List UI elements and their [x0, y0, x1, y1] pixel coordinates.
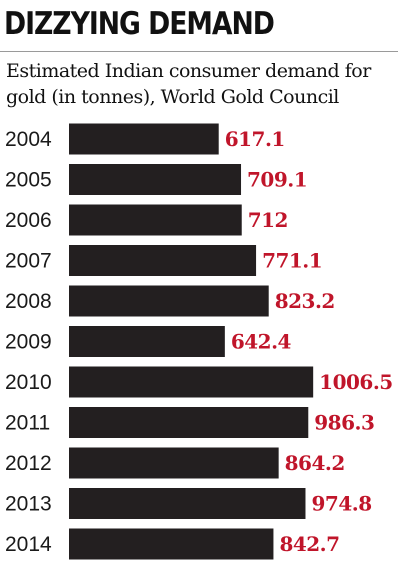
value-label: 986.3 [314, 411, 374, 435]
bar-2004 [69, 123, 219, 155]
bar-2006 [69, 204, 242, 236]
value-label: 974.8 [311, 492, 371, 516]
value-label: 712 [248, 208, 288, 232]
chart-subtitle: Estimated Indian consumer demand for gol… [6, 58, 396, 110]
subtitle-line-1: Estimated Indian consumer demand for [6, 60, 371, 82]
year-label: 2012 [5, 452, 52, 475]
bar-2010 [69, 366, 314, 398]
year-label: 2011 [5, 412, 50, 435]
title-divider [0, 51, 398, 52]
year-label: 2004 [5, 128, 52, 151]
bar-2005 [69, 164, 242, 195]
year-label: 2014 [5, 533, 52, 556]
year-label: 2005 [5, 169, 52, 192]
year-label: 2008 [5, 290, 52, 313]
value-label: 709.1 [247, 168, 307, 192]
bar-2008 [69, 285, 269, 317]
value-label: 771.1 [262, 249, 322, 273]
value-label: 1006.5 [319, 370, 393, 394]
year-label: 2009 [5, 331, 52, 354]
bar-2013 [69, 488, 306, 519]
bar-2009 [69, 326, 225, 357]
value-label: 842.7 [279, 532, 339, 556]
bar-2011 [69, 407, 309, 438]
year-label: 2013 [5, 493, 52, 516]
chart-title: DIZZYING DEMAND [4, 6, 275, 42]
bar-2012 [69, 447, 279, 479]
value-label: 864.2 [285, 451, 345, 475]
bar-2007 [69, 245, 257, 276]
year-label: 2010 [5, 371, 52, 394]
subtitle-line-2: gold (in tonnes), World Gold Council [6, 86, 339, 108]
value-label: 642.4 [231, 330, 292, 354]
year-label: 2007 [5, 250, 52, 273]
value-label: 823.2 [275, 289, 335, 313]
year-label: 2006 [5, 209, 52, 232]
bar-2014 [69, 528, 274, 560]
value-label: 617.1 [225, 127, 285, 151]
